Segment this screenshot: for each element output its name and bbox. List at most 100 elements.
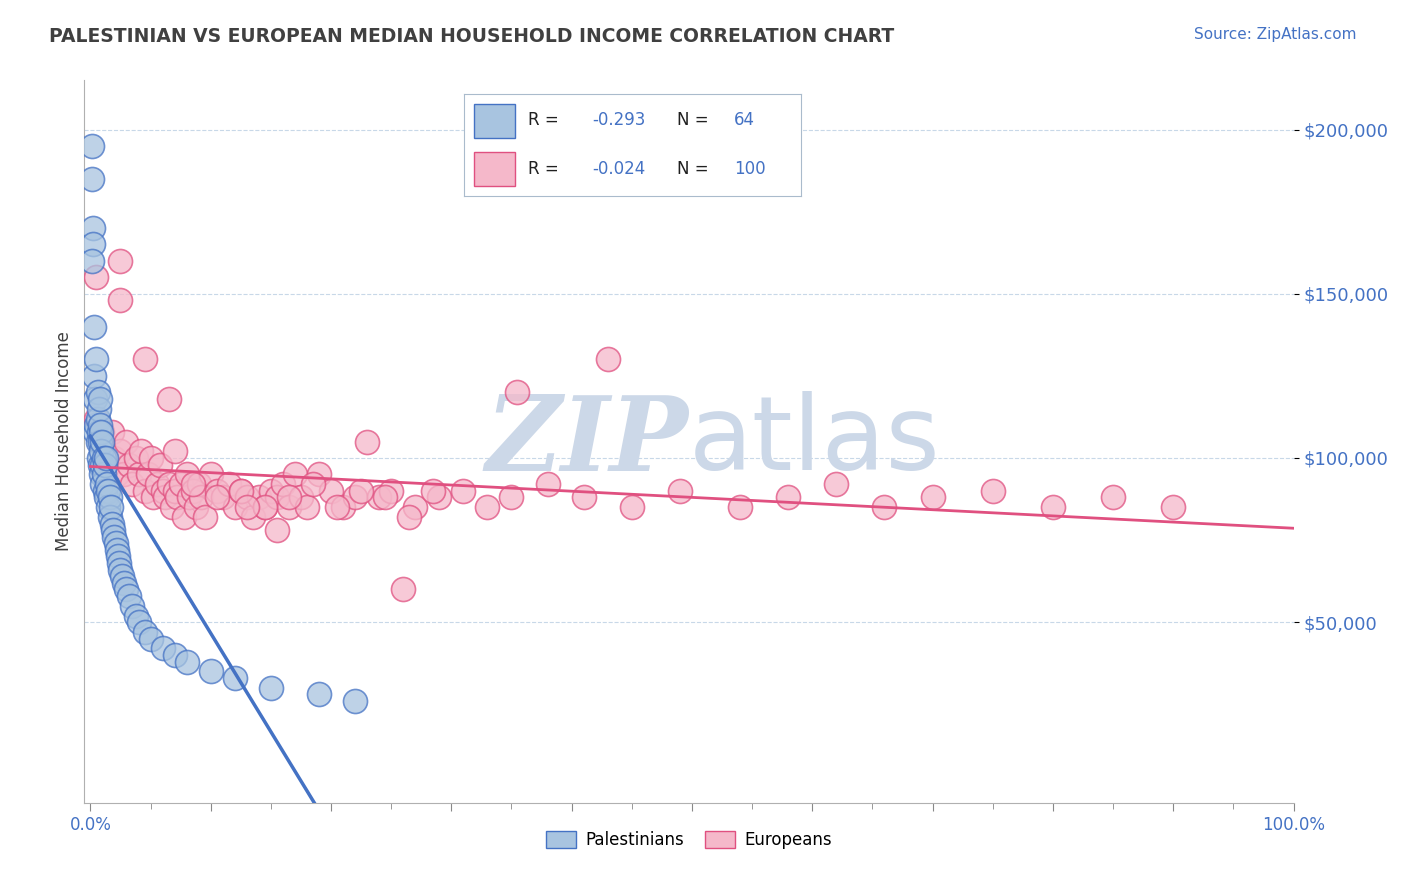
Point — [112, 467, 135, 482]
Point — [103, 523, 125, 537]
Point — [87, 450, 110, 465]
Point — [108, 556, 131, 570]
Point — [266, 523, 288, 537]
Point — [125, 608, 148, 623]
Point — [89, 458, 111, 472]
Point — [98, 510, 121, 524]
Point — [100, 500, 122, 515]
Text: R =: R = — [529, 160, 564, 178]
Point — [139, 450, 162, 465]
Point — [125, 450, 148, 465]
Point — [290, 491, 312, 505]
Point — [134, 352, 156, 367]
Point — [94, 483, 117, 498]
Text: atlas: atlas — [689, 391, 941, 492]
Point — [825, 477, 848, 491]
Point — [90, 425, 112, 439]
Point — [242, 510, 264, 524]
Point — [101, 425, 124, 439]
Point — [86, 385, 108, 400]
Point — [218, 477, 240, 491]
Point — [224, 500, 246, 515]
Text: N =: N = — [676, 112, 713, 129]
Point — [139, 632, 162, 646]
Point — [1042, 500, 1064, 515]
Point — [176, 655, 198, 669]
Point — [101, 516, 124, 531]
Point — [398, 510, 420, 524]
Point — [98, 491, 121, 505]
Point — [83, 368, 105, 383]
Point — [404, 500, 426, 515]
Point — [84, 392, 107, 406]
Point — [149, 458, 172, 472]
Point — [319, 483, 342, 498]
Text: -0.293: -0.293 — [592, 112, 645, 129]
Point — [112, 575, 135, 590]
Point — [134, 483, 156, 498]
Point — [105, 467, 128, 482]
Point — [921, 491, 943, 505]
Point — [308, 687, 330, 701]
Point — [1102, 491, 1125, 505]
Point — [96, 477, 118, 491]
Point — [236, 491, 259, 505]
Point — [86, 352, 108, 367]
Point — [87, 425, 110, 439]
Point — [236, 500, 259, 515]
Point — [778, 491, 800, 505]
Point — [344, 694, 367, 708]
Point — [94, 491, 117, 505]
Point — [128, 615, 150, 630]
Point — [326, 500, 349, 515]
Point — [163, 648, 186, 662]
Point — [128, 467, 150, 482]
Point — [501, 491, 523, 505]
Text: 100: 100 — [734, 160, 765, 178]
Point — [90, 444, 112, 458]
Text: Source: ZipAtlas.com: Source: ZipAtlas.com — [1194, 27, 1357, 42]
Point — [200, 467, 222, 482]
Point — [211, 491, 233, 505]
Point — [302, 477, 325, 491]
Point — [89, 434, 111, 449]
Point — [356, 434, 378, 449]
Point — [181, 483, 204, 498]
Legend: Palestinians, Europeans: Palestinians, Europeans — [538, 824, 839, 856]
Point — [229, 483, 252, 498]
Point — [873, 500, 896, 515]
Point — [166, 491, 188, 505]
Point — [136, 467, 159, 482]
Point — [177, 491, 200, 505]
Point — [332, 500, 354, 515]
Point — [187, 477, 209, 491]
Point — [153, 491, 176, 505]
Point — [277, 491, 299, 505]
Text: -0.024: -0.024 — [592, 160, 645, 178]
Text: PALESTINIAN VS EUROPEAN MEDIAN HOUSEHOLD INCOME CORRELATION CHART: PALESTINIAN VS EUROPEAN MEDIAN HOUSEHOLD… — [49, 27, 894, 45]
Point — [205, 491, 228, 505]
Point — [91, 458, 114, 472]
Point — [86, 411, 108, 425]
Point — [97, 458, 120, 472]
Point — [169, 477, 191, 491]
Point — [295, 500, 318, 515]
Point — [145, 477, 167, 491]
Point — [104, 536, 127, 550]
Point — [105, 542, 128, 557]
Point — [142, 491, 165, 505]
Point — [91, 477, 114, 491]
Point — [253, 500, 276, 515]
Point — [344, 491, 367, 505]
Point — [229, 483, 252, 498]
Point — [121, 477, 143, 491]
Point — [669, 483, 692, 498]
Point — [80, 253, 103, 268]
Point — [86, 434, 108, 449]
Point — [200, 665, 222, 679]
Point — [453, 483, 475, 498]
Point — [118, 589, 141, 603]
Point — [160, 500, 183, 515]
Point — [277, 500, 299, 515]
Point — [107, 549, 129, 564]
